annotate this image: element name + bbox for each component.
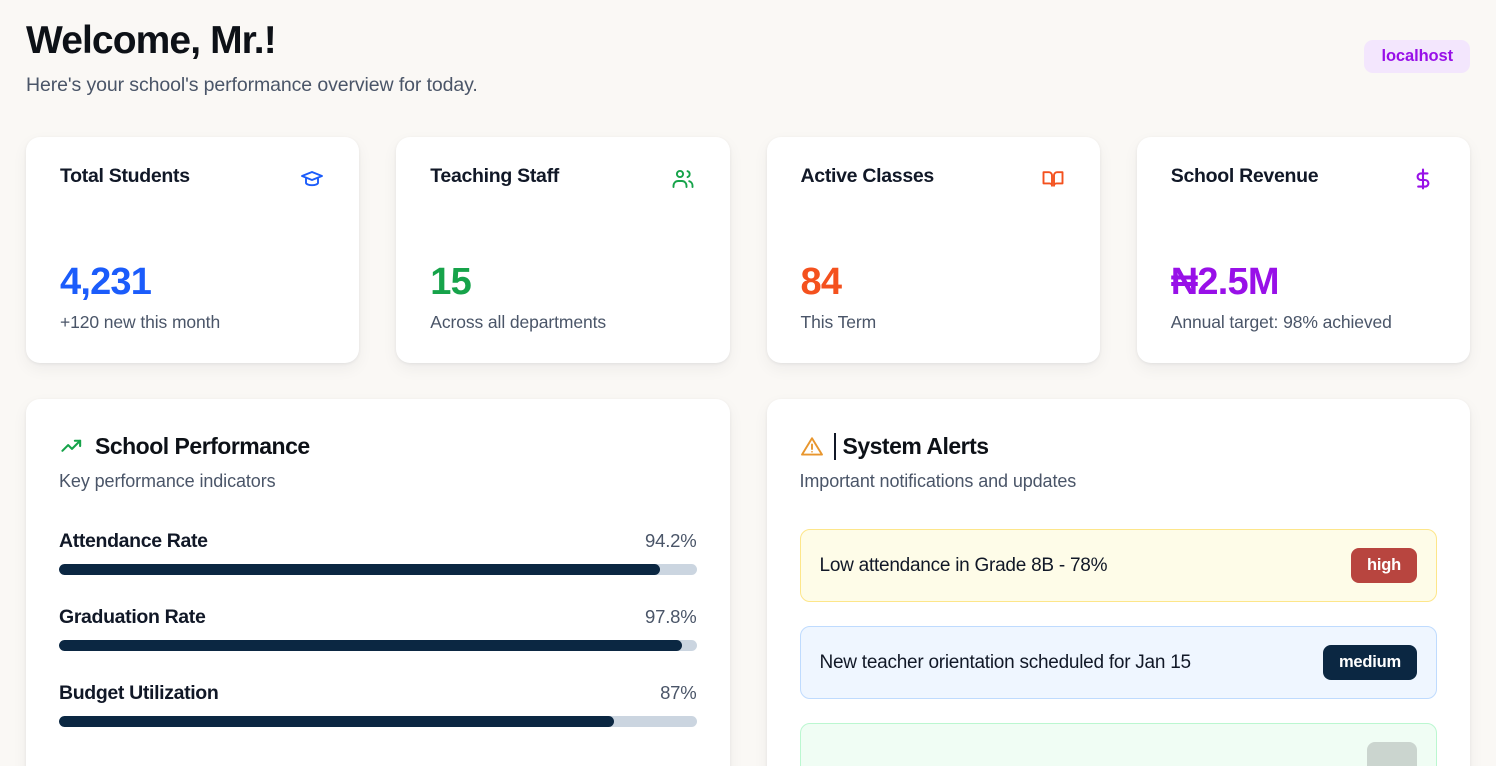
alert-text: New teacher orientation scheduled for Ja… [819,651,1192,673]
alert-list: Low attendance in Grade 8B - 78% high Ne… [799,529,1437,766]
metric-header: Budget Utilization 87% [59,682,697,705]
stat-hint: Annual target: 98% achieved [1170,312,1392,333]
stat-label: Teaching Staff [430,165,559,188]
progress-fill [59,564,660,576]
metric-label: Graduation Rate [59,606,206,629]
alert-item[interactable]: New teacher orientation scheduled for Ja… [799,626,1437,700]
users-icon [670,166,696,192]
panel-title: School Performance [95,433,310,460]
metric-value: 87% [660,682,697,704]
metric-label: Attendance Rate [59,530,208,553]
trending-up-icon [59,434,84,459]
metric-header: Attendance Rate 94.2% [59,530,697,553]
panel-subtitle: Key performance indicators [59,471,276,492]
progress-fill [59,716,614,728]
stat-value: 15 [430,261,471,304]
host-badge[interactable]: localhost [1364,40,1470,73]
stat-label: Active Classes [800,165,935,188]
stat-card-active-classes[interactable]: Active Classes 84 This Term [766,137,1100,364]
metric-header: Graduation Rate 97.8% [59,606,697,629]
page-subtitle: Here's your school's performance overvie… [26,74,478,97]
metric-budget-utilization: Budget Utilization 87% [59,682,697,728]
stat-card-teaching-staff[interactable]: Teaching Staff 15 Across all departments [396,137,730,364]
panel-header: School Performance [59,433,697,460]
system-alerts-panel: System Alerts Important notifications an… [766,399,1470,766]
dollar-sign-icon [1410,166,1436,192]
open-book-icon [1040,166,1066,192]
page-title: Welcome, Mr.! [26,19,277,62]
stat-card-total-students[interactable]: Total Students 4,231 +120 new this month [26,137,360,364]
stat-hint: +120 new this month [60,312,221,333]
panel-subtitle: Important notifications and updates [799,471,1077,492]
graduation-cap-icon [299,166,325,192]
school-performance-panel: School Performance Key performance indic… [26,399,730,766]
warning-triangle-icon [800,434,825,459]
alert-severity-badge [1367,742,1417,766]
metric-attendance-rate: Attendance Rate 94.2% [59,530,697,576]
alert-item[interactable] [799,723,1437,766]
metric-value: 97.8% [645,606,697,628]
alert-severity-badge: medium [1322,645,1417,681]
stat-value: 4,231 [60,261,152,304]
stat-card-header: Teaching Staff [430,165,695,192]
alert-item[interactable]: Low attendance in Grade 8B - 78% high [799,529,1437,603]
alert-severity-badge: high [1350,548,1417,584]
panel-header: System Alerts [800,433,1438,461]
stat-label: Total Students [60,165,190,188]
progress-bar [59,564,697,576]
panel-grid: School Performance Key performance indic… [26,399,1470,766]
progress-bar [59,640,697,652]
metric-graduation-rate: Graduation Rate 97.8% [59,606,697,652]
stat-card-school-revenue[interactable]: School Revenue ₦2.5M Annual target: 98% … [1136,137,1470,364]
progress-bar [59,716,697,728]
stat-card-header: School Revenue [1171,165,1436,192]
stat-label: School Revenue [1170,165,1319,188]
stat-hint: This Term [800,312,877,333]
page-header: Welcome, Mr.! Here's your school's perfo… [26,0,1470,97]
progress-fill [59,640,683,652]
panel-title: System Alerts [833,433,989,461]
stat-value: 84 [800,261,842,304]
stat-hint: Across all departments [430,312,607,333]
metric-label: Budget Utilization [59,682,219,705]
stat-card-header: Active Classes [801,165,1066,192]
metric-list: Attendance Rate 94.2% Graduation Rate 97… [59,530,697,728]
alert-text: Low attendance in Grade 8B - 78% [819,554,1108,576]
stat-card-grid: Total Students 4,231 +120 new this month… [26,137,1470,364]
metric-value: 94.2% [645,530,697,552]
stat-value: ₦2.5M [1170,261,1280,304]
stat-card-header: Total Students [60,165,325,192]
